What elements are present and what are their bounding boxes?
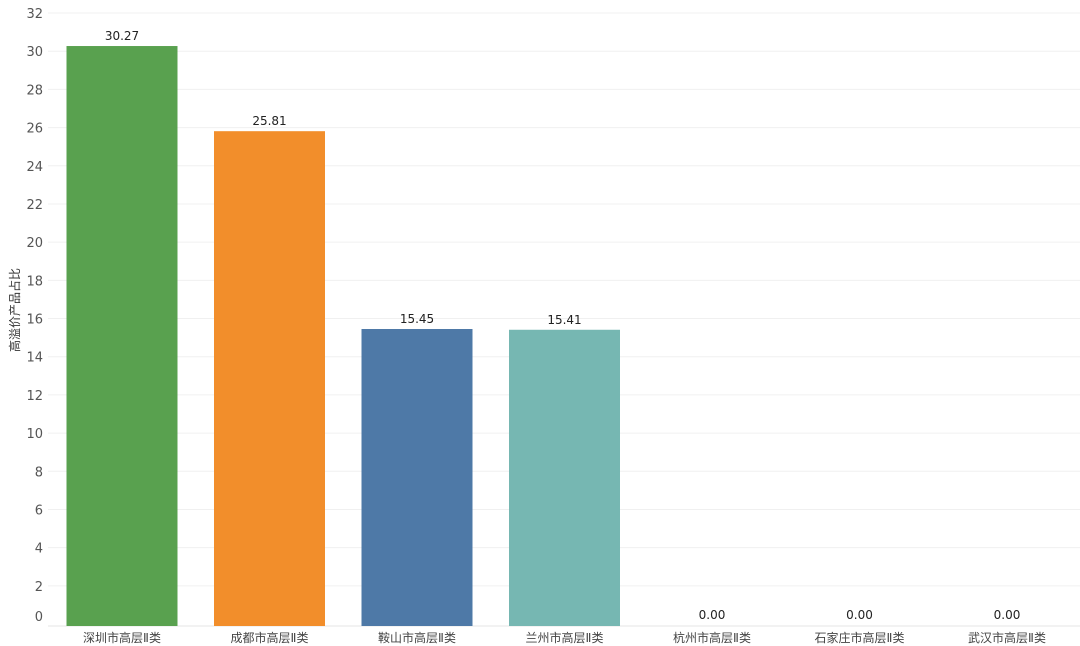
y-tick-label: 0 [35, 610, 43, 625]
bars: 30.27 25.81 15.45 15.41 0.00 0.00 0.00 [66, 29, 1021, 627]
y-tick-label: 32 [26, 7, 43, 22]
y-tick-label: 26 [26, 122, 43, 137]
y-tick-label: 10 [26, 427, 43, 442]
bar-value-label: 0.00 [699, 608, 726, 622]
bar[interactable] [66, 46, 178, 627]
x-tick-label: 石家庄市高层Ⅱ类 [815, 630, 905, 645]
x-tick-label: 兰州市高层Ⅱ类 [526, 630, 604, 645]
bar[interactable] [509, 329, 620, 626]
y-tick-label: 12 [26, 389, 43, 404]
x-tick-label: 深圳市高层Ⅱ类 [83, 630, 161, 645]
y-tick-label: 22 [26, 198, 43, 213]
bar-value-label: 15.41 [547, 313, 581, 327]
bar-value-label: 30.27 [105, 29, 139, 43]
y-tick-label: 24 [26, 160, 43, 175]
y-tick-label: 20 [26, 236, 43, 251]
bar-value-label: 0.00 [994, 608, 1021, 622]
y-tick-label: 2 [35, 580, 43, 595]
y-tick-label: 30 [26, 45, 43, 60]
y-tick-label: 8 [35, 465, 43, 480]
bar[interactable] [361, 329, 473, 626]
y-tick-label: 14 [26, 351, 43, 366]
y-tick-label: 4 [35, 542, 43, 557]
x-tick-label: 鞍山市高层Ⅱ类 [378, 630, 456, 645]
x-tick-label: 杭州市高层Ⅱ类 [673, 630, 751, 645]
y-tick-label: 28 [26, 83, 43, 98]
y-tick-label: 16 [26, 313, 43, 328]
y-axis-label: 高溢价产品占比 [7, 268, 22, 352]
bar-value-label: 0.00 [846, 608, 873, 622]
bar-value-label: 25.81 [252, 114, 286, 128]
bar-value-label: 15.45 [400, 312, 434, 326]
x-axis: 深圳市高层Ⅱ类 成都市高层Ⅱ类 鞍山市高层Ⅱ类 兰州市高层Ⅱ类 杭州市高层Ⅱ类 石家庄市高… [83, 630, 1046, 645]
bar[interactable] [214, 131, 325, 626]
x-tick-label: 武汉市高层Ⅱ类 [968, 630, 1046, 645]
y-tick-label: 18 [26, 274, 43, 289]
x-tick-label: 成都市高层Ⅱ类 [231, 630, 309, 645]
y-tick-label: 6 [35, 503, 43, 518]
